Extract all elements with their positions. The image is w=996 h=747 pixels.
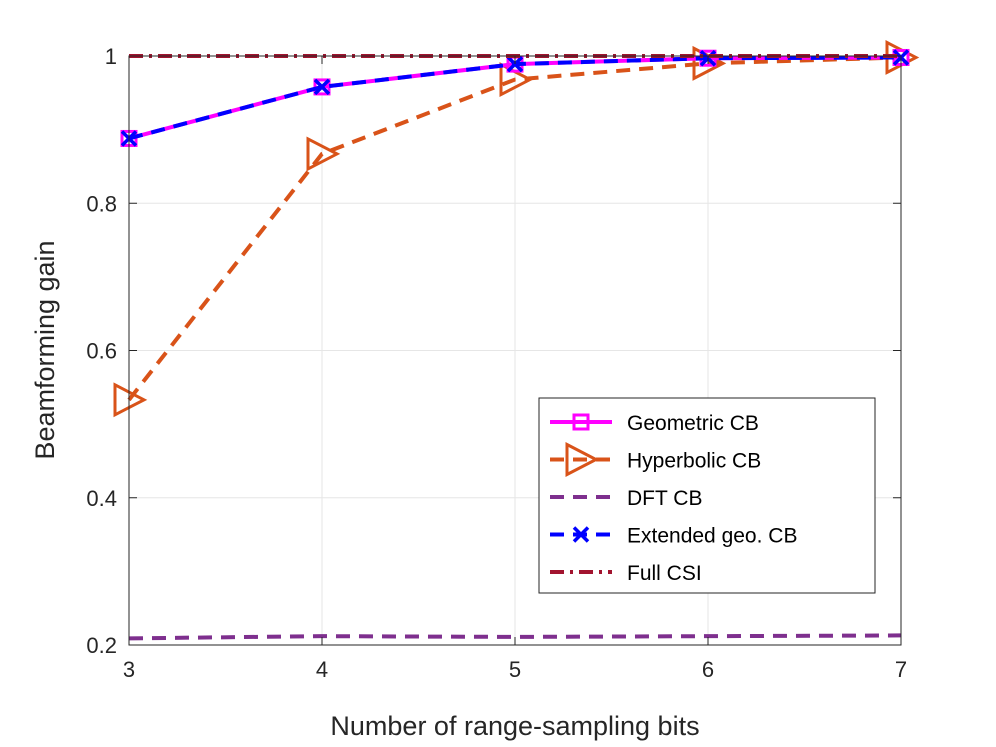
x-tick-label: 3 — [123, 657, 135, 682]
legend-label-extended-geo-cb: Extended geo. CB — [627, 525, 797, 548]
legend-marker-hyperbolic-cb — [565, 442, 600, 477]
legend-box — [538, 397, 876, 594]
legend-label-hyperbolic-cb: Hyperbolic CB — [627, 450, 761, 473]
series-dft-cb — [128, 633, 902, 641]
y-tick-label: 0.6 — [86, 339, 117, 364]
series-line-hyperbolic-cb — [127, 55, 902, 402]
legend-label-geometric-cb: Geometric CB — [627, 412, 759, 435]
legend-entry-geometric-cb: Geometric CB — [550, 412, 759, 435]
legend-entry-hyperbolic-cb: Hyperbolic CB — [550, 442, 761, 477]
x-tick-label: 7 — [895, 657, 907, 682]
legend-label-dft-cb: DFT CB — [627, 487, 702, 510]
legend-entry-dft-cb: DFT CB — [550, 487, 702, 510]
y-tick-label: 0.2 — [86, 633, 117, 658]
series-line-dft-cb — [128, 633, 902, 641]
y-tick-label: 1 — [105, 44, 117, 69]
legend-label-full-csi: Full CSI — [627, 562, 702, 585]
data-point-extended-geo-cb — [313, 78, 331, 96]
data-point-extended-geo-cb — [506, 55, 524, 73]
x-tick-label: 6 — [702, 657, 714, 682]
x-tick-label: 4 — [316, 657, 328, 682]
legend-marker-geometric-cb — [572, 413, 590, 431]
legend-entry-extended-geo-cb: Extended geo. CB — [550, 525, 797, 548]
legend-marker-extended-geo-cb — [572, 526, 590, 543]
data-point-hyperbolic-cb — [306, 136, 341, 172]
y-axis-label: Beamforming gain — [30, 240, 60, 459]
y-tick-label: 0.8 — [86, 191, 117, 216]
y-tick-label: 0.4 — [86, 486, 117, 511]
x-axis-label: Number of range-sampling bits — [330, 711, 699, 741]
legend-entry-full-csi: Full CSI — [550, 562, 702, 585]
x-tick-label: 5 — [509, 657, 521, 682]
